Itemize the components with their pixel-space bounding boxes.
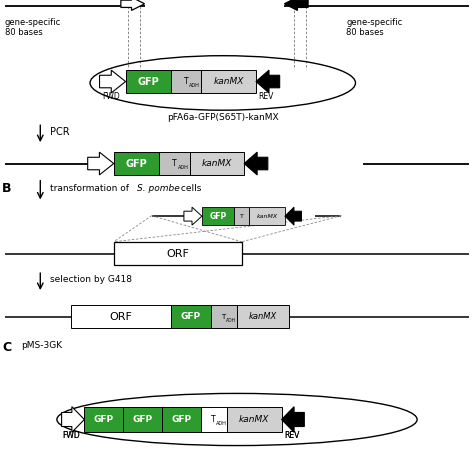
- Bar: [249, 207, 285, 225]
- Text: FWD: FWD: [102, 91, 119, 100]
- Text: cells: cells: [178, 184, 201, 193]
- Text: kanMX: kanMX: [213, 77, 244, 86]
- FancyArrow shape: [256, 70, 280, 93]
- Text: ADH: ADH: [216, 421, 227, 426]
- Text: GFP: GFP: [126, 158, 147, 169]
- FancyArrow shape: [88, 152, 114, 175]
- Text: GFP: GFP: [172, 415, 191, 424]
- FancyArrow shape: [62, 407, 84, 432]
- Bar: [126, 70, 171, 93]
- Text: gene-specific: gene-specific: [5, 18, 61, 27]
- Bar: [237, 305, 289, 328]
- FancyArrow shape: [100, 70, 126, 93]
- Text: REV: REV: [284, 431, 299, 440]
- Bar: [201, 70, 256, 93]
- Bar: [227, 407, 282, 432]
- Bar: [71, 305, 171, 328]
- Text: kanMX: kanMX: [201, 159, 232, 168]
- Text: T: T: [184, 77, 188, 86]
- Text: T: T: [221, 314, 226, 319]
- Text: GFP: GFP: [137, 76, 159, 87]
- Text: T: T: [172, 159, 176, 168]
- Bar: [201, 407, 227, 432]
- Text: kanMX: kanMX: [239, 415, 270, 424]
- Text: ADH: ADH: [189, 83, 200, 88]
- Text: ORF: ORF: [166, 248, 189, 259]
- Text: ADH: ADH: [177, 165, 188, 170]
- Bar: [171, 70, 201, 93]
- Bar: [114, 152, 159, 175]
- Text: REV: REV: [284, 431, 299, 440]
- Text: selection by G418: selection by G418: [50, 275, 132, 284]
- Text: kanMX: kanMX: [249, 312, 277, 321]
- FancyArrow shape: [184, 207, 202, 225]
- Text: FWD: FWD: [63, 431, 80, 440]
- Text: gene-specific: gene-specific: [346, 18, 402, 27]
- FancyArrow shape: [284, 0, 308, 10]
- Text: kanMX: kanMX: [256, 214, 278, 219]
- Bar: [123, 407, 162, 432]
- Text: 80 bases: 80 bases: [5, 28, 43, 37]
- Text: 80 bases: 80 bases: [346, 28, 384, 37]
- Bar: [234, 207, 249, 225]
- Bar: [159, 152, 190, 175]
- Bar: [190, 152, 244, 175]
- Text: FWD: FWD: [63, 431, 80, 440]
- Bar: [114, 242, 242, 265]
- Text: transformation of: transformation of: [50, 184, 132, 193]
- FancyArrow shape: [285, 207, 301, 225]
- Bar: [211, 305, 237, 328]
- Text: GFP: GFP: [181, 312, 201, 321]
- Text: B: B: [2, 182, 12, 195]
- Text: pMS-3GK: pMS-3GK: [21, 341, 63, 350]
- Bar: [84, 407, 123, 432]
- Text: PCR: PCR: [50, 127, 69, 137]
- Text: GFP: GFP: [133, 415, 153, 424]
- Text: T: T: [211, 415, 215, 424]
- Text: ADH: ADH: [227, 318, 237, 323]
- FancyArrow shape: [244, 152, 268, 175]
- Text: pFA6a-GFP(S65T)-kanMX: pFA6a-GFP(S65T)-kanMX: [167, 113, 279, 122]
- Text: S. pombe: S. pombe: [137, 184, 180, 193]
- Text: GFP: GFP: [210, 212, 227, 220]
- Text: C: C: [2, 341, 11, 354]
- FancyArrow shape: [121, 0, 145, 10]
- Text: GFP: GFP: [94, 415, 114, 424]
- Bar: [202, 207, 234, 225]
- Bar: [171, 305, 211, 328]
- FancyArrow shape: [282, 407, 304, 432]
- Text: T: T: [240, 214, 244, 219]
- Bar: [162, 407, 201, 432]
- Text: REV: REV: [258, 91, 273, 100]
- Text: ORF: ORF: [109, 311, 132, 322]
